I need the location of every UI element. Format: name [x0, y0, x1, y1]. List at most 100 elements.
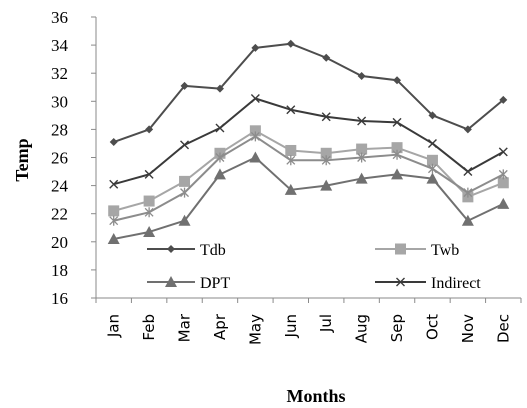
data-point — [498, 169, 508, 180]
y-tick-label: 22 — [51, 205, 68, 224]
data-point — [143, 225, 156, 237]
data-point — [250, 93, 260, 103]
series-dpt — [107, 151, 510, 244]
data-point — [321, 112, 331, 122]
data-point — [178, 214, 191, 226]
data-point — [428, 111, 437, 120]
y-tick-label: 34 — [51, 36, 69, 55]
data-point — [107, 232, 120, 244]
axes: 16 18 20 22 24 26 28 30 32 34 36 Jan Feb Mar Apr May Jun… — [51, 8, 522, 345]
data-point — [143, 195, 155, 207]
data-point — [284, 183, 297, 195]
legend-marker — [165, 276, 177, 287]
data-point — [215, 84, 224, 93]
data-point — [391, 168, 404, 180]
legend-marker — [167, 245, 175, 253]
data-point — [179, 175, 191, 187]
x-tick-label: Jan — [105, 314, 123, 338]
legend-item: Twb — [375, 242, 459, 259]
x-tick-label: Aug — [353, 314, 371, 343]
data-point — [109, 179, 119, 189]
y-tick-label: 18 — [51, 261, 68, 280]
data-point — [250, 131, 260, 142]
data-point — [215, 123, 225, 133]
series-unnamed — [109, 131, 508, 226]
data-point — [463, 187, 473, 198]
legend-item: DPT — [147, 275, 230, 292]
data-point — [497, 177, 509, 189]
data-point — [463, 167, 473, 177]
series-line — [113, 156, 504, 240]
x-tick-label: Apr — [211, 313, 229, 340]
data-point — [355, 172, 368, 184]
data-point — [109, 138, 118, 147]
legend-item: Tdb — [147, 242, 226, 259]
data-point — [180, 187, 190, 198]
x-tick-label: Sep — [388, 314, 406, 342]
legend-marker — [395, 243, 406, 255]
series-tdb — [109, 39, 508, 147]
series-indirect — [109, 93, 508, 189]
data-point — [145, 125, 154, 134]
legend-marker — [396, 277, 405, 287]
legend-label: Tdb — [200, 242, 226, 259]
x-tick-label: Jul — [317, 314, 335, 333]
data-point — [286, 155, 296, 166]
x-tick-label: Dec — [494, 314, 512, 343]
y-tick-label: 26 — [51, 149, 68, 168]
data-point — [357, 72, 366, 81]
data-point — [357, 116, 367, 126]
y-tick-label: 24 — [51, 177, 69, 196]
data-point — [499, 95, 508, 104]
data-point — [251, 43, 260, 52]
data-point — [426, 154, 438, 166]
data-point — [392, 117, 402, 127]
y-tick-label: 32 — [51, 64, 68, 83]
legend-label: Twb — [431, 242, 459, 259]
data-point — [249, 151, 262, 163]
data-point — [144, 169, 154, 179]
data-point — [320, 179, 333, 191]
data-point — [461, 214, 474, 226]
data-point — [427, 163, 437, 174]
data-point — [144, 207, 154, 218]
legend-item: Indirect — [375, 275, 481, 292]
data-point — [356, 143, 368, 155]
x-tick-label: Mar — [176, 313, 194, 342]
data-point — [392, 149, 402, 160]
data-point — [391, 142, 403, 154]
data-point — [180, 140, 190, 150]
data-point — [249, 125, 261, 137]
data-point — [357, 152, 367, 163]
data-point — [321, 155, 331, 166]
data-point — [180, 81, 189, 90]
data-point — [497, 197, 510, 209]
data-point — [322, 53, 331, 62]
x-tick-label: Nov — [459, 314, 477, 343]
y-tick-label: 16 — [51, 289, 68, 308]
series-layer — [107, 39, 510, 244]
data-point — [286, 39, 295, 48]
data-point — [109, 215, 119, 226]
legend-label: Indirect — [431, 275, 481, 292]
x-tick-label: Jun — [282, 314, 300, 338]
data-point — [213, 168, 226, 180]
data-point — [215, 152, 225, 163]
data-point — [320, 147, 332, 159]
y-tick-label: 28 — [51, 120, 68, 139]
x-axis-title: Months — [286, 386, 345, 406]
legend: Tdb Twb DPT Indirect — [147, 242, 481, 292]
data-point — [285, 144, 297, 156]
series-line — [113, 97, 504, 186]
data-point — [498, 147, 508, 157]
x-tick-label: Feb — [140, 314, 158, 341]
data-point — [108, 205, 120, 217]
series-line — [113, 135, 504, 222]
series-line — [113, 129, 504, 212]
y-tick-label: 36 — [51, 8, 68, 27]
data-point — [463, 125, 472, 134]
y-tick-label: 30 — [51, 92, 68, 111]
series-line — [113, 42, 504, 143]
x-tick-label: May — [246, 314, 264, 345]
